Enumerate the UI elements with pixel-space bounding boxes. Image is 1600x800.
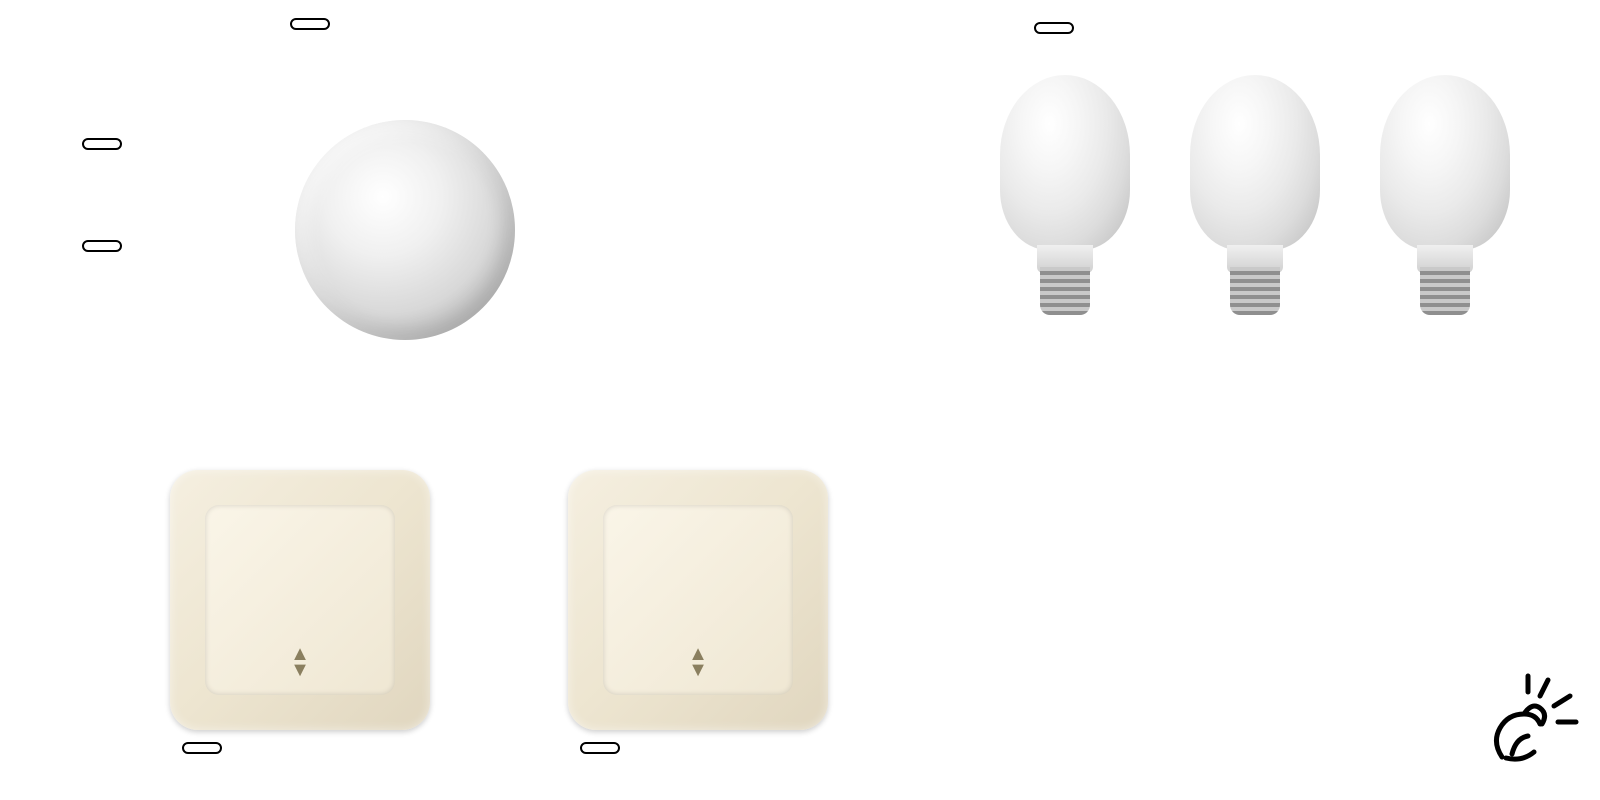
two-way-arrow-icon: ▲▼ [688,646,708,678]
label-switch-1 [182,742,222,754]
two-way-switch-1: ▲▼ [170,470,430,730]
light-bulb-3 [1380,75,1510,315]
two-way-switch-2: ▲▼ [568,470,828,730]
light-bulb-1 [1000,75,1130,315]
snap-fingers-icon [1462,662,1582,782]
label-phase [82,240,122,252]
two-way-arrow-icon: ▲▼ [290,646,310,678]
light-bulb-2 [1190,75,1320,315]
junction-box [295,120,515,340]
label-neutral [82,138,122,150]
label-junction-box [290,18,330,30]
label-switch-2 [580,742,620,754]
label-lamps [1034,22,1074,34]
